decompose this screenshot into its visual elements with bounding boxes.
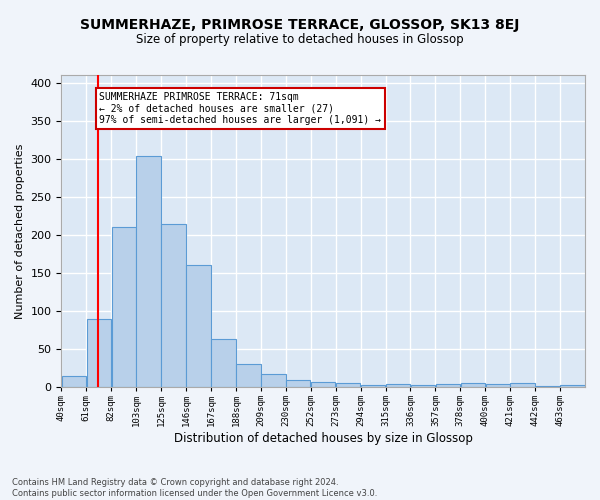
Bar — [560, 385, 585, 388]
Y-axis label: Number of detached properties: Number of detached properties — [15, 144, 25, 319]
Bar — [187, 266, 211, 388]
X-axis label: Distribution of detached houses by size in Glossop: Distribution of detached houses by size … — [174, 432, 473, 445]
Bar — [86, 318, 111, 388]
Bar — [236, 364, 260, 388]
Text: Contains HM Land Registry data © Crown copyright and database right 2024.
Contai: Contains HM Land Registry data © Crown c… — [12, 478, 377, 498]
Text: Size of property relative to detached houses in Glossop: Size of property relative to detached ho… — [136, 32, 464, 46]
Bar — [261, 374, 286, 388]
Bar — [386, 384, 410, 388]
Bar — [112, 228, 136, 388]
Bar — [461, 384, 485, 388]
Bar — [336, 384, 361, 388]
Bar — [311, 382, 335, 388]
Bar — [136, 156, 161, 388]
Bar — [511, 384, 535, 388]
Bar — [411, 385, 435, 388]
Text: SUMMERHAZE, PRIMROSE TERRACE, GLOSSOP, SK13 8EJ: SUMMERHAZE, PRIMROSE TERRACE, GLOSSOP, S… — [80, 18, 520, 32]
Bar — [361, 385, 385, 388]
Bar — [485, 384, 510, 388]
Bar — [535, 386, 560, 388]
Bar — [211, 340, 236, 388]
Bar — [286, 380, 310, 388]
Bar — [161, 224, 186, 388]
Bar — [436, 384, 460, 388]
Text: SUMMERHAZE PRIMROSE TERRACE: 71sqm
← 2% of detached houses are smaller (27)
97% : SUMMERHAZE PRIMROSE TERRACE: 71sqm ← 2% … — [100, 92, 382, 125]
Bar — [62, 376, 86, 388]
